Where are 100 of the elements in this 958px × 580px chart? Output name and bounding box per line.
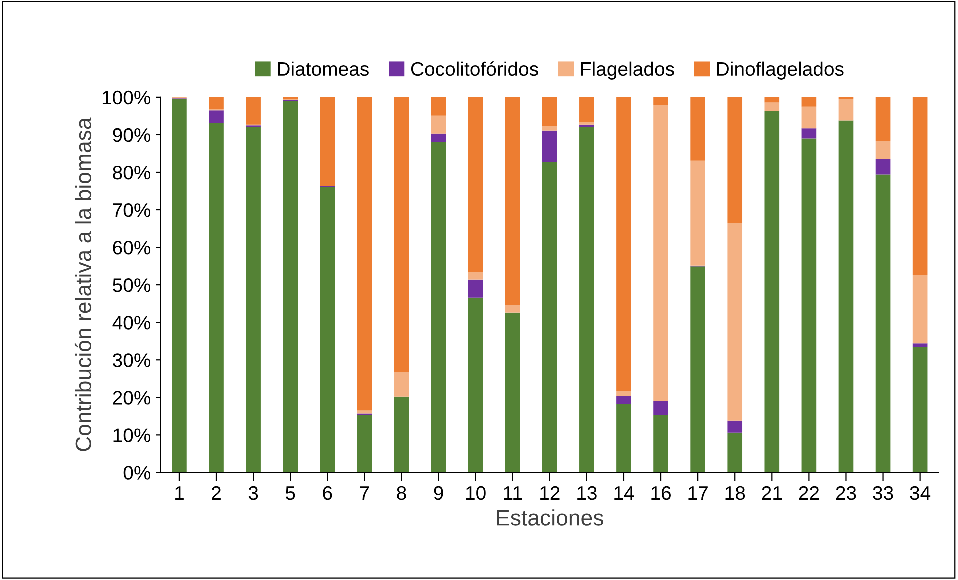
y-tick-label: 40% xyxy=(112,316,151,330)
bar xyxy=(542,97,558,126)
bar xyxy=(764,102,780,111)
bar xyxy=(468,272,484,280)
x-tick-label: 12 xyxy=(540,486,560,500)
x-tick-label: 16 xyxy=(652,486,671,500)
x-tick-label: 9 xyxy=(434,486,444,500)
bar xyxy=(320,188,336,473)
bar xyxy=(876,174,891,473)
bar xyxy=(764,97,780,103)
bar xyxy=(357,415,372,473)
bar xyxy=(172,99,187,473)
bar xyxy=(876,158,891,175)
x-tick-label: 1 xyxy=(176,486,184,500)
bar xyxy=(802,138,817,473)
bar xyxy=(802,97,817,107)
bar xyxy=(505,312,520,473)
bar xyxy=(357,97,372,411)
y-tick-label: 20% xyxy=(113,391,151,405)
x-axis-title: Estaciones xyxy=(497,510,604,526)
bar xyxy=(580,97,594,122)
bar xyxy=(616,404,632,473)
bar xyxy=(912,344,928,348)
x-tick-label: 22 xyxy=(799,486,820,500)
bar xyxy=(616,396,632,404)
bar xyxy=(690,97,706,161)
legend-label: Flagelados xyxy=(581,62,674,80)
y-axis-title: Contribución relativa a la biomasa xyxy=(74,118,92,452)
y-tick-label: 60% xyxy=(113,241,151,255)
bar xyxy=(728,420,743,433)
bar xyxy=(838,98,854,121)
bar xyxy=(690,160,706,266)
bar xyxy=(728,432,743,473)
bar xyxy=(580,122,594,125)
bar xyxy=(505,305,520,313)
legend-label: Cocolitofóridos xyxy=(411,62,538,76)
x-tick-label: 11 xyxy=(504,486,522,500)
bar xyxy=(542,162,558,473)
y-tick-label: 0% xyxy=(124,466,151,480)
bar xyxy=(209,110,224,123)
x-tick-label: 3 xyxy=(248,486,258,500)
x-tick-label: 10 xyxy=(466,486,486,500)
y-tick-label: 50% xyxy=(113,278,151,292)
y-tick-label: 80% xyxy=(113,166,151,180)
legend-label: Dinoflagelados xyxy=(717,62,844,80)
bar xyxy=(616,391,632,396)
bar xyxy=(431,134,446,142)
x-tick-label: 7 xyxy=(360,486,370,500)
bar xyxy=(431,142,446,473)
bar xyxy=(209,122,224,473)
x-tick-label: 17 xyxy=(688,486,708,500)
bar xyxy=(912,275,928,344)
bar xyxy=(431,116,446,134)
bar xyxy=(912,97,928,276)
bar xyxy=(802,106,817,129)
y-tick-label: 100% xyxy=(102,90,151,105)
bar xyxy=(394,372,410,397)
x-tick-label: 6 xyxy=(323,486,332,500)
bar xyxy=(394,396,410,473)
y-tick-label: 90% xyxy=(113,128,151,142)
bar xyxy=(580,127,594,473)
bar xyxy=(728,224,743,421)
bar xyxy=(580,124,594,128)
bar xyxy=(505,97,520,306)
x-tick-label: 5 xyxy=(286,486,296,500)
bar xyxy=(246,127,261,473)
y-tick-label: 30% xyxy=(113,354,151,368)
x-tick-label: 18 xyxy=(726,486,746,500)
bar xyxy=(542,130,558,162)
bar xyxy=(283,101,298,473)
bar xyxy=(542,126,558,131)
y-tick-label: 70% xyxy=(113,203,151,218)
bar xyxy=(209,97,224,110)
bar xyxy=(468,97,484,272)
bar xyxy=(357,410,372,414)
bar xyxy=(764,110,780,473)
x-tick-label: 33 xyxy=(873,486,894,500)
bar xyxy=(468,298,484,473)
bar xyxy=(654,105,668,402)
x-tick-label: 21 xyxy=(762,486,782,500)
x-tick-label: 13 xyxy=(578,486,597,500)
legend-label: Diatomeas xyxy=(278,62,369,76)
bar xyxy=(802,128,817,139)
bar xyxy=(654,415,668,473)
x-tick-label: 14 xyxy=(614,486,634,500)
bar xyxy=(838,120,854,473)
bar xyxy=(654,401,668,416)
bar xyxy=(468,280,484,298)
bar xyxy=(728,97,743,224)
bar xyxy=(320,97,336,186)
bar xyxy=(876,140,891,159)
bar xyxy=(394,97,410,372)
bar xyxy=(246,97,261,125)
bar xyxy=(616,97,632,392)
bar xyxy=(431,97,446,116)
y-tick-label: 10% xyxy=(114,428,151,442)
x-tick-label: 8 xyxy=(397,486,406,500)
bar xyxy=(654,97,668,106)
x-tick-label: 34 xyxy=(910,486,931,500)
bar xyxy=(690,266,706,473)
